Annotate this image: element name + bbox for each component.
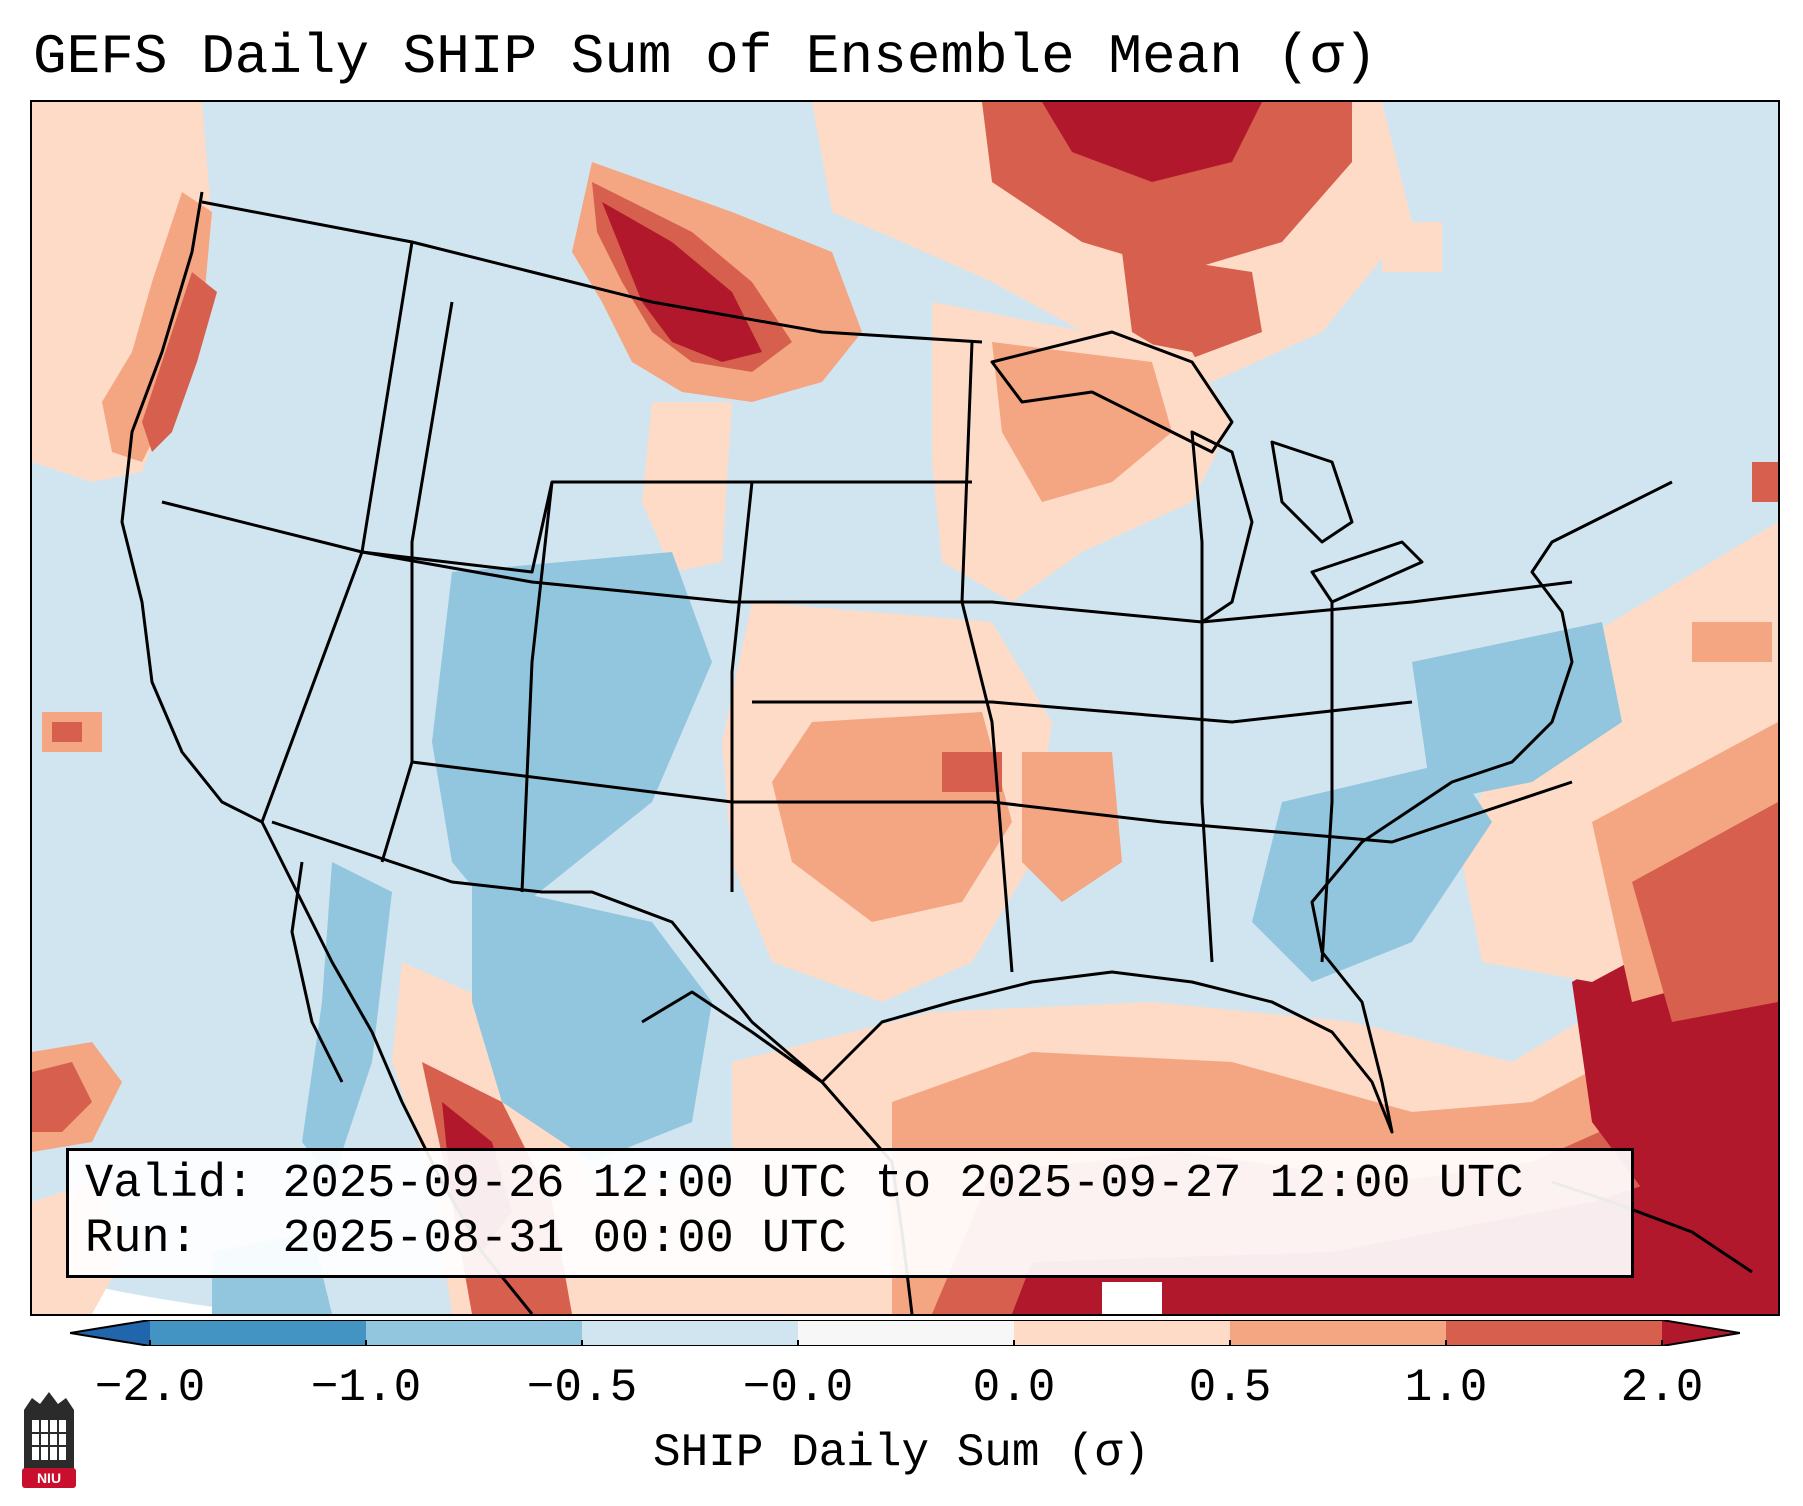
anomaly-pacific-patch-strong (52, 722, 82, 742)
colorbar (70, 1320, 1740, 1346)
state-line-south-tier (411, 760, 1573, 844)
colorbar-bin-05-1 (1230, 1320, 1446, 1346)
colorbar-tick-label: −1.0 (310, 1362, 422, 1414)
gulf-atlantic-coastline (641, 480, 1673, 1134)
geographic-boundaries (120, 191, 1753, 1314)
anomaly-arizona-mexico-cool (472, 882, 712, 1162)
colorbar-tick-label: 1.0 (1404, 1362, 1488, 1414)
anomaly-pacific-nw-strong (142, 272, 217, 452)
run-value: 2025-08-31 00:00 UTC (282, 1213, 847, 1266)
anomaly-nova-scotia-patch (1752, 462, 1778, 502)
colorbar-tick-label: 0.5 (1188, 1362, 1272, 1414)
colorbar-bin-m05-0 (582, 1320, 798, 1346)
anomaly-arkansas-mid (1022, 752, 1122, 902)
logo-badge (22, 1468, 76, 1488)
logo-text: NIU (37, 1470, 61, 1486)
anomaly-four-corners-cool (432, 552, 712, 922)
lake-erie (1310, 540, 1424, 604)
state-line-wyoming-row (361, 480, 972, 574)
logo-window-grid (32, 1420, 66, 1460)
lake-superior (990, 330, 1234, 454)
colorbar-label: SHIP Daily Sum (σ) (653, 1427, 1150, 1479)
anomaly-baja-cool (302, 862, 392, 1182)
niu-logo: NIU (22, 1392, 76, 1488)
anomaly-wisconsin-mid (992, 342, 1172, 502)
baja-coastline (290, 861, 344, 1083)
state-line-kansas-row (752, 700, 1413, 724)
anomaly-map (32, 102, 1778, 1314)
map-panel (30, 100, 1780, 1316)
valid-label: Valid: (85, 1158, 255, 1211)
colorbar-tick-label: −0.5 (526, 1362, 638, 1414)
state-line-colorado-west (520, 481, 554, 893)
chart-title: GEFS Daily SHIP Sum of Ensemble Mean (σ) (33, 25, 1378, 89)
colorbar-tick-label: −0.0 (742, 1362, 854, 1414)
anomaly-atlantic-strong (1632, 802, 1778, 1022)
anomaly-sw-pacific-strong (32, 1062, 92, 1132)
colorbar-extend-low (70, 1320, 150, 1346)
anomaly-ne-canada-light (1382, 222, 1442, 272)
anomaly-pacific-nw-mid (102, 192, 212, 462)
colorbar-bin-m1-m05 (366, 1320, 582, 1346)
anomaly-montana-extreme (602, 202, 762, 362)
state-line-alabama-georgia (1320, 602, 1334, 963)
colorbar-tick-label: 2.0 (1620, 1362, 1704, 1414)
state-line-colorado-east (730, 481, 754, 892)
anomaly-oklahoma-strong (942, 752, 1002, 792)
state-line-central (960, 341, 1014, 973)
colorbar-bin-0 (798, 1320, 1014, 1346)
anomaly-superior-strong (1122, 252, 1262, 362)
us-canada-border (201, 200, 983, 344)
run-info-box: Valid: 2025-09-26 12:00 UTC to 2025-09-2… (66, 1148, 1634, 1278)
colorbar-bin-0-05 (1014, 1320, 1230, 1346)
lake-michigan (1190, 430, 1254, 624)
run-label: Run: (85, 1213, 198, 1266)
colorbar-tick-label: −2.0 (94, 1362, 206, 1414)
anomaly-canada-extreme (1042, 102, 1262, 182)
colorbar-ticks (149, 1340, 1663, 1346)
colorbar-tick-label: 0.0 (972, 1362, 1056, 1414)
colorbar-bin-1-2 (1446, 1320, 1662, 1346)
colorbar-extend-high (1662, 1320, 1740, 1346)
lake-huron (1270, 440, 1354, 544)
anomaly-wyoming-streak (642, 402, 732, 572)
state-line-mississippi (1200, 622, 1214, 963)
west-coastline (120, 191, 534, 1314)
colorbar-bin-m2-m1 (150, 1320, 366, 1346)
valid-value: 2025-09-26 12:00 UTC to 2025-09-27 12:00… (282, 1158, 1524, 1211)
state-line-utah (380, 301, 454, 863)
anomaly-neutral-patch (1102, 1282, 1162, 1314)
anomaly-atlantic-patch (1692, 622, 1772, 662)
anomaly-southeast-cool (1252, 762, 1492, 982)
state-line-north (161, 500, 1573, 624)
